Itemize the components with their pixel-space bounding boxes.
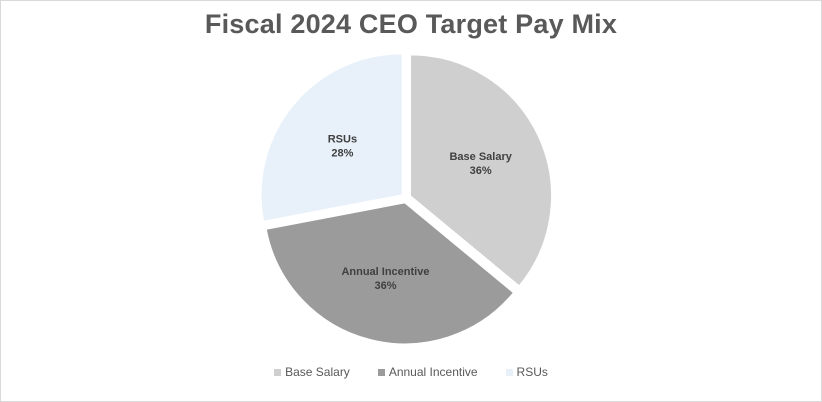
legend-item: RSUs (505, 365, 548, 379)
legend-label: Base Salary (285, 365, 350, 379)
pie-slice-rsus (260, 53, 403, 222)
pie-slice-base-salary (410, 54, 553, 287)
chart-title: Fiscal 2024 CEO Target Pay Mix (204, 9, 618, 39)
slice-label: Annual Incentive (341, 266, 429, 278)
slice-value-label: 28% (331, 147, 353, 159)
slice-value-label: 36% (374, 280, 396, 292)
legend-swatch (377, 368, 385, 376)
legend-swatch (274, 368, 282, 376)
legend-swatch (505, 368, 513, 376)
slice-label: RSUs (328, 133, 357, 145)
legend-item: Base Salary (274, 365, 350, 379)
slice-value-label: 36% (470, 165, 492, 177)
pie-slice-annual-incentive (265, 202, 515, 345)
legend: Base Salary Annual Incentive RSUs (1, 365, 821, 379)
legend-label: Annual Incentive (388, 365, 478, 379)
slice-label: Base Salary (449, 151, 512, 163)
legend-label: RSUs (516, 365, 548, 379)
legend-item: Annual Incentive (377, 365, 478, 379)
